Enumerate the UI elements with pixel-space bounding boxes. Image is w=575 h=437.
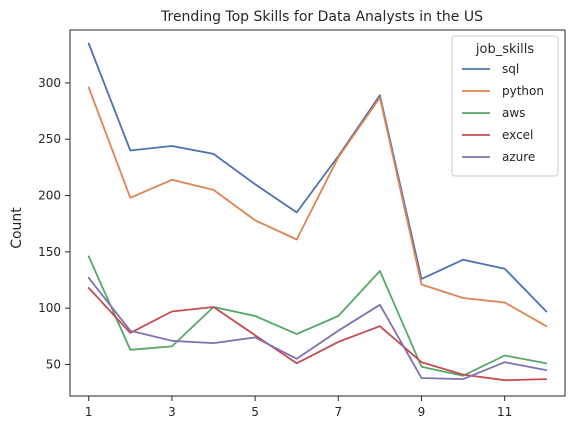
y-tick-label: 50 [46,357,61,371]
plot-frame [69,29,566,397]
series-line-azure [87,276,548,381]
y-tick-label: 100 [38,301,61,315]
x-tick-label: 7 [334,405,342,419]
x-tick-label: 5 [251,405,259,419]
legend-label-aws: aws [502,106,525,120]
legend-box [451,35,559,177]
series-layer [87,42,548,382]
series-line-sql [87,42,548,313]
legend-label-excel: excel [502,128,533,142]
series-line-python [87,86,548,328]
x-tick-label: 3 [168,405,176,419]
series-line-aws [87,255,548,377]
x-tick-label: 1 [85,405,93,419]
y-tick-label: 250 [38,132,61,146]
legend-label-azure: azure [502,150,535,164]
y-tick-label: 150 [38,245,61,259]
legend-label-sql: sql [502,62,519,76]
legend-label-python: python [502,84,544,98]
x-tick-label: 9 [418,405,426,419]
legend-title: job_skills [475,42,534,57]
series-line-excel [87,286,548,382]
y-tick-label: 200 [38,189,61,203]
y-axis-label: Count [9,207,25,249]
chart-title: Trending Top Skills for Data Analysts in… [160,9,483,25]
axis-layer: 1 3 5 7 9 11 50 100 150 200 250 300 [38,29,566,419]
x-tick-label: 11 [497,405,512,419]
y-tick-label: 300 [38,76,61,90]
